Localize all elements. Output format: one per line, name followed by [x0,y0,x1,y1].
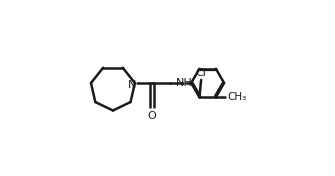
Text: CH₃: CH₃ [227,92,246,102]
Text: Cl: Cl [196,68,207,78]
Text: O: O [148,111,156,121]
Text: NH: NH [176,78,193,88]
Text: N: N [128,80,136,90]
